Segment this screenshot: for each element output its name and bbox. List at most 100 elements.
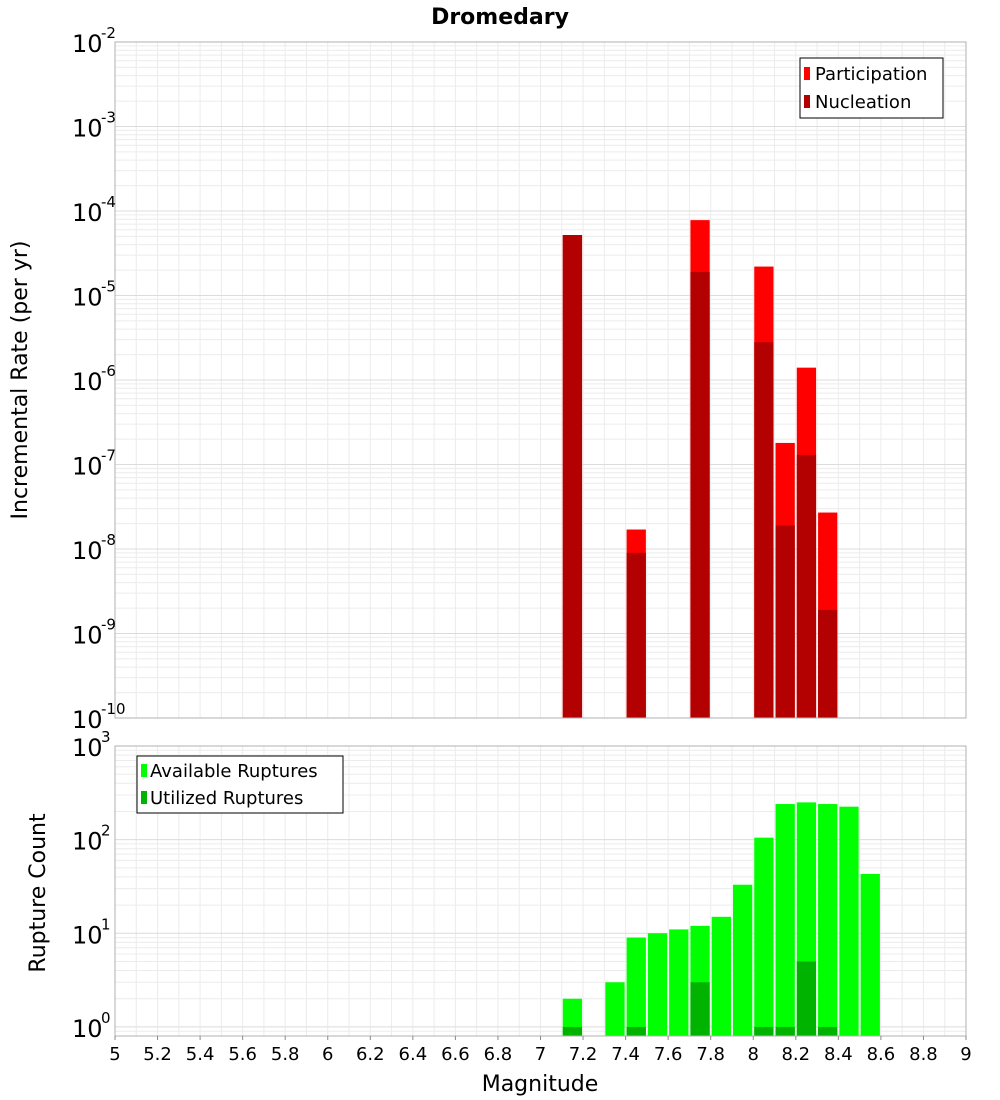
top-legend: Participation Nucleation: [799, 57, 944, 119]
legend-label-nucleation: Nucleation: [815, 92, 911, 113]
top-y-tick-base: 10: [72, 622, 103, 650]
bottom-bar-available-ruptures: [605, 982, 625, 1036]
top-y-tick: 10-9: [72, 616, 116, 650]
bottom-bar-available-ruptures: [732, 884, 753, 1036]
x-tick-label: 8.6: [867, 1044, 896, 1065]
x-tick-label: 6.2: [356, 1044, 385, 1065]
top-y-tick-exponent: -2: [101, 24, 116, 42]
bottom-bar-available-ruptures: [711, 916, 731, 1036]
x-tick-label: 6.6: [441, 1044, 470, 1065]
x-tick-label: 8.4: [824, 1044, 853, 1065]
top-bar-nucleation: [562, 234, 583, 718]
x-tick-label: 7.2: [569, 1044, 598, 1065]
top-y-tick: 10-6: [72, 362, 116, 396]
bottom-bar-utilized-ruptures: [626, 1026, 646, 1036]
legend-swatch-participation: [804, 67, 810, 80]
legend-swatch-available: [141, 764, 147, 777]
top-y-tick-exponent: -9: [101, 616, 116, 634]
top-bar-nucleation: [796, 454, 817, 718]
bottom-bar-available-ruptures: [562, 998, 583, 1036]
legend-label-participation: Participation: [815, 64, 927, 85]
bottom-y-tick: 100: [72, 1009, 111, 1043]
bottom-y-tick-base: 10: [72, 828, 103, 856]
x-tick-label: 5.2: [143, 1044, 172, 1065]
top-bar-nucleation: [818, 609, 838, 718]
x-axis-title: Magnitude: [482, 1072, 599, 1097]
legend-label-utilized: Utilized Ruptures: [150, 788, 303, 809]
bottom-y-tick: 102: [72, 822, 111, 856]
top-bars: [562, 220, 838, 718]
x-tick-label: 5.4: [186, 1044, 215, 1065]
bottom-bar-available-ruptures: [626, 937, 646, 1036]
bottom-bar-available-ruptures: [839, 806, 859, 1036]
chart-title: Dromedary: [431, 5, 569, 30]
top-y-tick: 10-10: [72, 700, 126, 734]
x-tick-label: 7.4: [611, 1044, 640, 1065]
legend-label-available: Available Ruptures: [150, 761, 318, 782]
bottom-bar-utilized-ruptures: [796, 961, 817, 1036]
bottom-y-tick-base: 10: [72, 921, 103, 949]
x-tick-label: 6: [322, 1044, 333, 1065]
top-y-tick-base: 10: [72, 199, 103, 227]
x-tick-label: 7.6: [654, 1044, 683, 1065]
top-y-tick: 10-3: [72, 109, 116, 143]
top-bar-nucleation: [690, 271, 710, 718]
bottom-y-tick-exponent: 0: [101, 1009, 111, 1027]
bottom-legend: Available Ruptures Utilized Ruptures: [136, 755, 344, 814]
top-y-tick-exponent: -7: [101, 447, 116, 465]
top-y-tick-exponent: -5: [101, 278, 116, 296]
top-y-tick-exponent: -10: [101, 700, 126, 718]
bottom-bar-utilized-ruptures: [690, 982, 710, 1036]
bottom-bar-utilized-ruptures: [775, 1026, 795, 1036]
top-legend-box: [799, 57, 944, 119]
bottom-bar-available-ruptures: [818, 804, 838, 1036]
top-bar-nucleation: [754, 342, 774, 718]
bottom-legend-box: [136, 755, 344, 814]
x-tick-label: 7.8: [696, 1044, 725, 1065]
top-y-tick: 10-8: [72, 531, 116, 565]
top-y-tick-base: 10: [72, 115, 103, 143]
top-y-tick: 10-2: [72, 24, 116, 58]
bottom-bars: [562, 802, 880, 1036]
top-y-tick: 10-5: [72, 278, 116, 312]
top-grid: [114, 41, 967, 719]
x-tick-label: 7: [535, 1044, 546, 1065]
bottom-y-tick-exponent: 2: [101, 822, 111, 840]
top-y-tick-base: 10: [72, 706, 103, 734]
top-y-tick: 10-4: [72, 193, 116, 227]
top-y-tick-exponent: -8: [101, 531, 116, 549]
top-bar-nucleation: [626, 552, 646, 718]
bottom-bar-available-ruptures: [860, 873, 880, 1036]
top-y-tick-exponent: -4: [101, 193, 116, 211]
top-bar-nucleation: [775, 525, 795, 718]
bottom-y-tick: 103: [72, 728, 111, 762]
x-tick-label: 5.6: [228, 1044, 257, 1065]
x-tick-label: 5.8: [271, 1044, 300, 1065]
top-y-tick-base: 10: [72, 30, 103, 58]
bottom-y-tick-base: 10: [72, 734, 103, 762]
top-y-tick-base: 10: [72, 537, 103, 565]
bottom-bar-available-ruptures: [775, 804, 795, 1036]
top-plot-frame: [114, 41, 967, 719]
top-y-tick-base: 10: [72, 284, 103, 312]
x-tick-label: 8.8: [909, 1044, 938, 1065]
x-tick-label: 6.8: [484, 1044, 513, 1065]
bottom-y-tick: 101: [72, 915, 111, 949]
x-tick-label: 5: [109, 1044, 120, 1065]
legend-swatch-utilized: [141, 791, 147, 804]
x-tick-label: 8.2: [781, 1044, 810, 1065]
bottom-bar-utilized-ruptures: [562, 1026, 583, 1036]
bottom-bar-utilized-ruptures: [818, 1026, 838, 1036]
legend-swatch-nucleation: [804, 95, 810, 108]
bottom-y-tick-base: 10: [72, 1015, 103, 1043]
x-tick-label: 8: [748, 1044, 759, 1065]
bottom-y-axis-title: Rupture Count: [26, 813, 51, 973]
bottom-bar-available-ruptures: [754, 837, 774, 1036]
top-y-axis-title: Incremental Rate (per yr): [8, 241, 33, 520]
top-y-tick-exponent: -6: [101, 362, 116, 380]
bottom-bar-utilized-ruptures: [754, 1026, 774, 1036]
